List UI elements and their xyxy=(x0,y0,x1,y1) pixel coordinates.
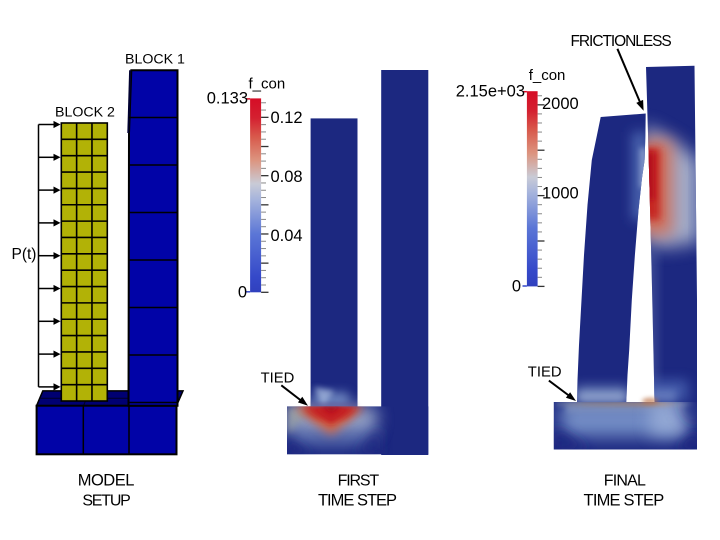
svg-text:P(t): P(t) xyxy=(12,246,37,263)
svg-text:0.08: 0.08 xyxy=(271,168,303,186)
svg-text:2000: 2000 xyxy=(542,95,579,113)
svg-text:2.15e+03: 2.15e+03 xyxy=(456,83,525,101)
svg-text:TIED: TIED xyxy=(261,371,295,387)
svg-text:1000: 1000 xyxy=(542,185,579,203)
svg-text:0.04: 0.04 xyxy=(271,227,303,245)
svg-text:0.133: 0.133 xyxy=(207,90,248,108)
svg-text:MODEL: MODEL xyxy=(78,471,135,489)
svg-text:FRICTIONLESS: FRICTIONLESS xyxy=(571,33,672,50)
svg-text:BLOCK 1: BLOCK 1 xyxy=(125,52,185,68)
svg-text:FIRST: FIRST xyxy=(338,472,380,489)
svg-text:0.12: 0.12 xyxy=(271,109,303,127)
svg-text:f_con: f_con xyxy=(249,76,286,93)
svg-text:TIME STEP: TIME STEP xyxy=(584,492,665,510)
svg-text:TIME STEP: TIME STEP xyxy=(318,492,397,510)
svg-text:FINAL: FINAL xyxy=(604,472,646,489)
svg-text:BLOCK 2: BLOCK 2 xyxy=(55,105,115,121)
svg-text:SETUP: SETUP xyxy=(82,493,130,510)
svg-text:0: 0 xyxy=(238,284,247,302)
svg-text:0: 0 xyxy=(512,278,521,296)
svg-text:TIED: TIED xyxy=(528,365,562,381)
svg-text:f_con: f_con xyxy=(529,67,566,84)
